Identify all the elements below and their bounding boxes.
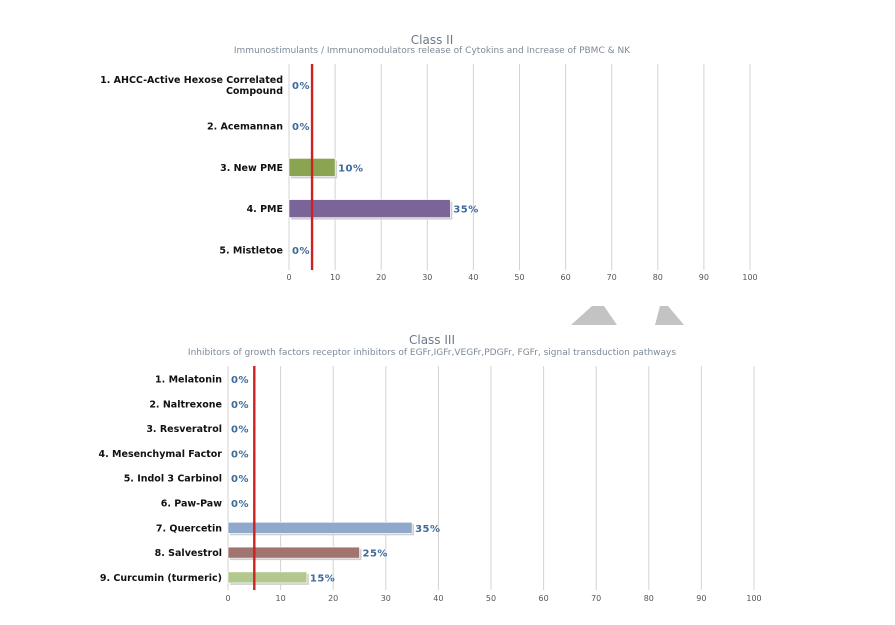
x-tick-label: 60 bbox=[561, 273, 571, 282]
category-label: 7. Quercetin bbox=[156, 523, 222, 534]
category-label: 4. PME bbox=[247, 204, 283, 215]
x-tick-label: 100 bbox=[742, 273, 757, 282]
bar bbox=[227, 546, 360, 559]
watermark-arrow-left-shape bbox=[571, 306, 617, 325]
category-label: 5. Indol 3 Carbinol bbox=[124, 474, 222, 485]
data-label: 0% bbox=[231, 449, 249, 460]
data-label: 35% bbox=[415, 524, 440, 535]
category-label: 3. Resveratrol bbox=[146, 424, 222, 435]
category-label: 6. Paw-Paw bbox=[161, 499, 222, 510]
data-label: 0% bbox=[292, 122, 310, 133]
x-tick-label: 80 bbox=[653, 273, 663, 282]
chart-title: Class III bbox=[409, 333, 455, 347]
bar bbox=[227, 571, 308, 584]
category-label: 5. Mistletoe bbox=[219, 245, 283, 256]
x-tick-label: 20 bbox=[328, 594, 338, 603]
data-label: 0% bbox=[231, 400, 249, 411]
category-label: 8. Salvestrol bbox=[155, 548, 222, 559]
x-tick-label: 70 bbox=[607, 273, 617, 282]
x-tick-label: 70 bbox=[591, 594, 601, 603]
x-tick-label: 0 bbox=[286, 273, 291, 282]
category-label: 2. Acemannan bbox=[207, 122, 283, 133]
data-label: 15% bbox=[310, 573, 335, 584]
x-tick-label: 30 bbox=[422, 273, 432, 282]
data-label: 0% bbox=[231, 375, 249, 386]
data-label: 10% bbox=[338, 163, 363, 174]
chart-subtitle: Inhibitors of growth factors receptor in… bbox=[188, 348, 676, 358]
chart-title: Class II bbox=[411, 33, 453, 47]
x-tick-label: 50 bbox=[486, 594, 496, 603]
bar bbox=[288, 199, 451, 218]
x-tick-label: 90 bbox=[699, 273, 709, 282]
bar bbox=[227, 521, 413, 534]
category-label: 2. Naltrexone bbox=[149, 399, 222, 410]
watermark-arrow-right-shape bbox=[655, 306, 684, 325]
x-tick-label: 40 bbox=[433, 594, 443, 603]
x-tick-label: 100 bbox=[746, 594, 761, 603]
category-label: 1. Melatonin bbox=[155, 375, 222, 386]
x-tick-label: 60 bbox=[539, 594, 549, 603]
x-tick-label: 80 bbox=[644, 594, 654, 603]
category-label: 3. New PME bbox=[220, 163, 283, 174]
category-label: 1. AHCC-Active Hexose Correlated bbox=[100, 75, 283, 86]
chart-subtitle: Immunostimulants / Immunomodulators rele… bbox=[234, 46, 631, 56]
data-label: 0% bbox=[231, 499, 249, 510]
category-label: 9. Curcumin (turmeric) bbox=[100, 573, 222, 584]
up-arrow-watermark-icon bbox=[571, 306, 684, 325]
data-label: 0% bbox=[231, 425, 249, 436]
data-label: 0% bbox=[292, 246, 310, 257]
data-label: 0% bbox=[231, 474, 249, 485]
data-label: 25% bbox=[363, 549, 388, 560]
data-label: 35% bbox=[453, 205, 478, 216]
x-tick-label: 50 bbox=[514, 273, 524, 282]
x-tick-label: 20 bbox=[376, 273, 386, 282]
x-tick-label: 30 bbox=[381, 594, 391, 603]
x-tick-label: 40 bbox=[468, 273, 478, 282]
category-label: Compound bbox=[226, 86, 283, 97]
category-label: 4. Mesenchymal Factor bbox=[99, 449, 223, 460]
data-label: 0% bbox=[292, 81, 310, 92]
x-tick-label: 10 bbox=[330, 273, 340, 282]
x-tick-label: 90 bbox=[696, 594, 706, 603]
x-tick-label: 10 bbox=[276, 594, 286, 603]
x-tick-label: 0 bbox=[225, 594, 230, 603]
